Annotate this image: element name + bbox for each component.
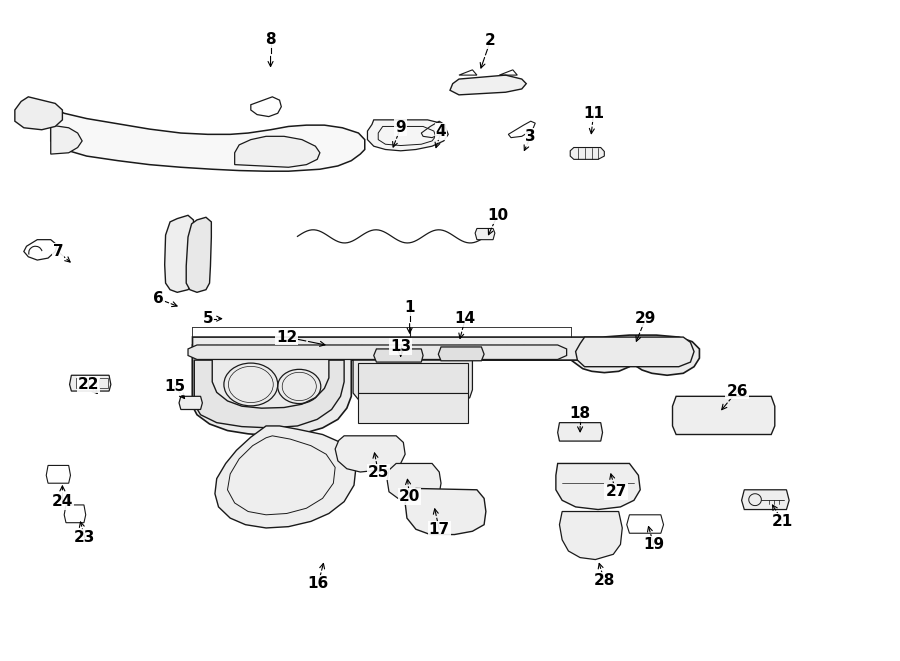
- Polygon shape: [215, 426, 356, 528]
- Polygon shape: [560, 512, 622, 560]
- Polygon shape: [353, 360, 472, 407]
- Polygon shape: [194, 360, 344, 428]
- Text: 27: 27: [606, 485, 626, 499]
- Text: 18: 18: [570, 406, 590, 421]
- Polygon shape: [50, 125, 82, 154]
- Text: 3: 3: [526, 129, 536, 144]
- Text: 6: 6: [153, 292, 164, 307]
- Polygon shape: [742, 490, 789, 510]
- Polygon shape: [193, 345, 634, 422]
- Polygon shape: [438, 347, 484, 361]
- Text: 9: 9: [395, 120, 406, 136]
- Text: 25: 25: [367, 465, 389, 479]
- Polygon shape: [165, 215, 194, 292]
- Text: 8: 8: [266, 32, 276, 47]
- Polygon shape: [235, 136, 320, 167]
- Text: 28: 28: [594, 573, 615, 588]
- Polygon shape: [576, 337, 694, 367]
- Text: 11: 11: [583, 106, 604, 121]
- Text: 5: 5: [202, 311, 213, 326]
- Text: 1: 1: [404, 300, 415, 315]
- Text: 26: 26: [726, 383, 748, 399]
- Text: 29: 29: [634, 311, 656, 326]
- Text: 14: 14: [454, 311, 476, 326]
- Polygon shape: [358, 364, 468, 393]
- Polygon shape: [358, 393, 468, 422]
- Polygon shape: [14, 97, 62, 130]
- Text: 23: 23: [74, 530, 95, 545]
- Text: 13: 13: [390, 339, 411, 354]
- Polygon shape: [405, 488, 486, 535]
- Polygon shape: [179, 397, 203, 409]
- Polygon shape: [672, 397, 775, 434]
- Text: 10: 10: [487, 208, 508, 223]
- Text: 12: 12: [276, 330, 297, 344]
- Polygon shape: [367, 120, 448, 151]
- Text: 15: 15: [164, 379, 185, 394]
- Text: 24: 24: [51, 494, 73, 509]
- Text: 2: 2: [485, 34, 496, 48]
- Polygon shape: [450, 75, 526, 95]
- Polygon shape: [69, 375, 111, 391]
- Polygon shape: [188, 345, 567, 360]
- Polygon shape: [558, 422, 602, 441]
- Text: 4: 4: [436, 124, 446, 139]
- Polygon shape: [193, 335, 699, 436]
- Polygon shape: [186, 217, 211, 292]
- Polygon shape: [475, 229, 495, 240]
- Text: 20: 20: [399, 489, 420, 504]
- Text: 19: 19: [644, 537, 664, 552]
- Polygon shape: [374, 349, 423, 362]
- Text: 7: 7: [52, 244, 63, 259]
- Polygon shape: [50, 106, 364, 171]
- Polygon shape: [387, 463, 441, 500]
- Polygon shape: [335, 436, 405, 472]
- Text: 16: 16: [308, 576, 328, 592]
- Polygon shape: [556, 463, 640, 510]
- Text: 17: 17: [428, 522, 450, 537]
- Text: 22: 22: [77, 377, 99, 392]
- Text: 21: 21: [772, 514, 794, 529]
- Polygon shape: [571, 147, 604, 159]
